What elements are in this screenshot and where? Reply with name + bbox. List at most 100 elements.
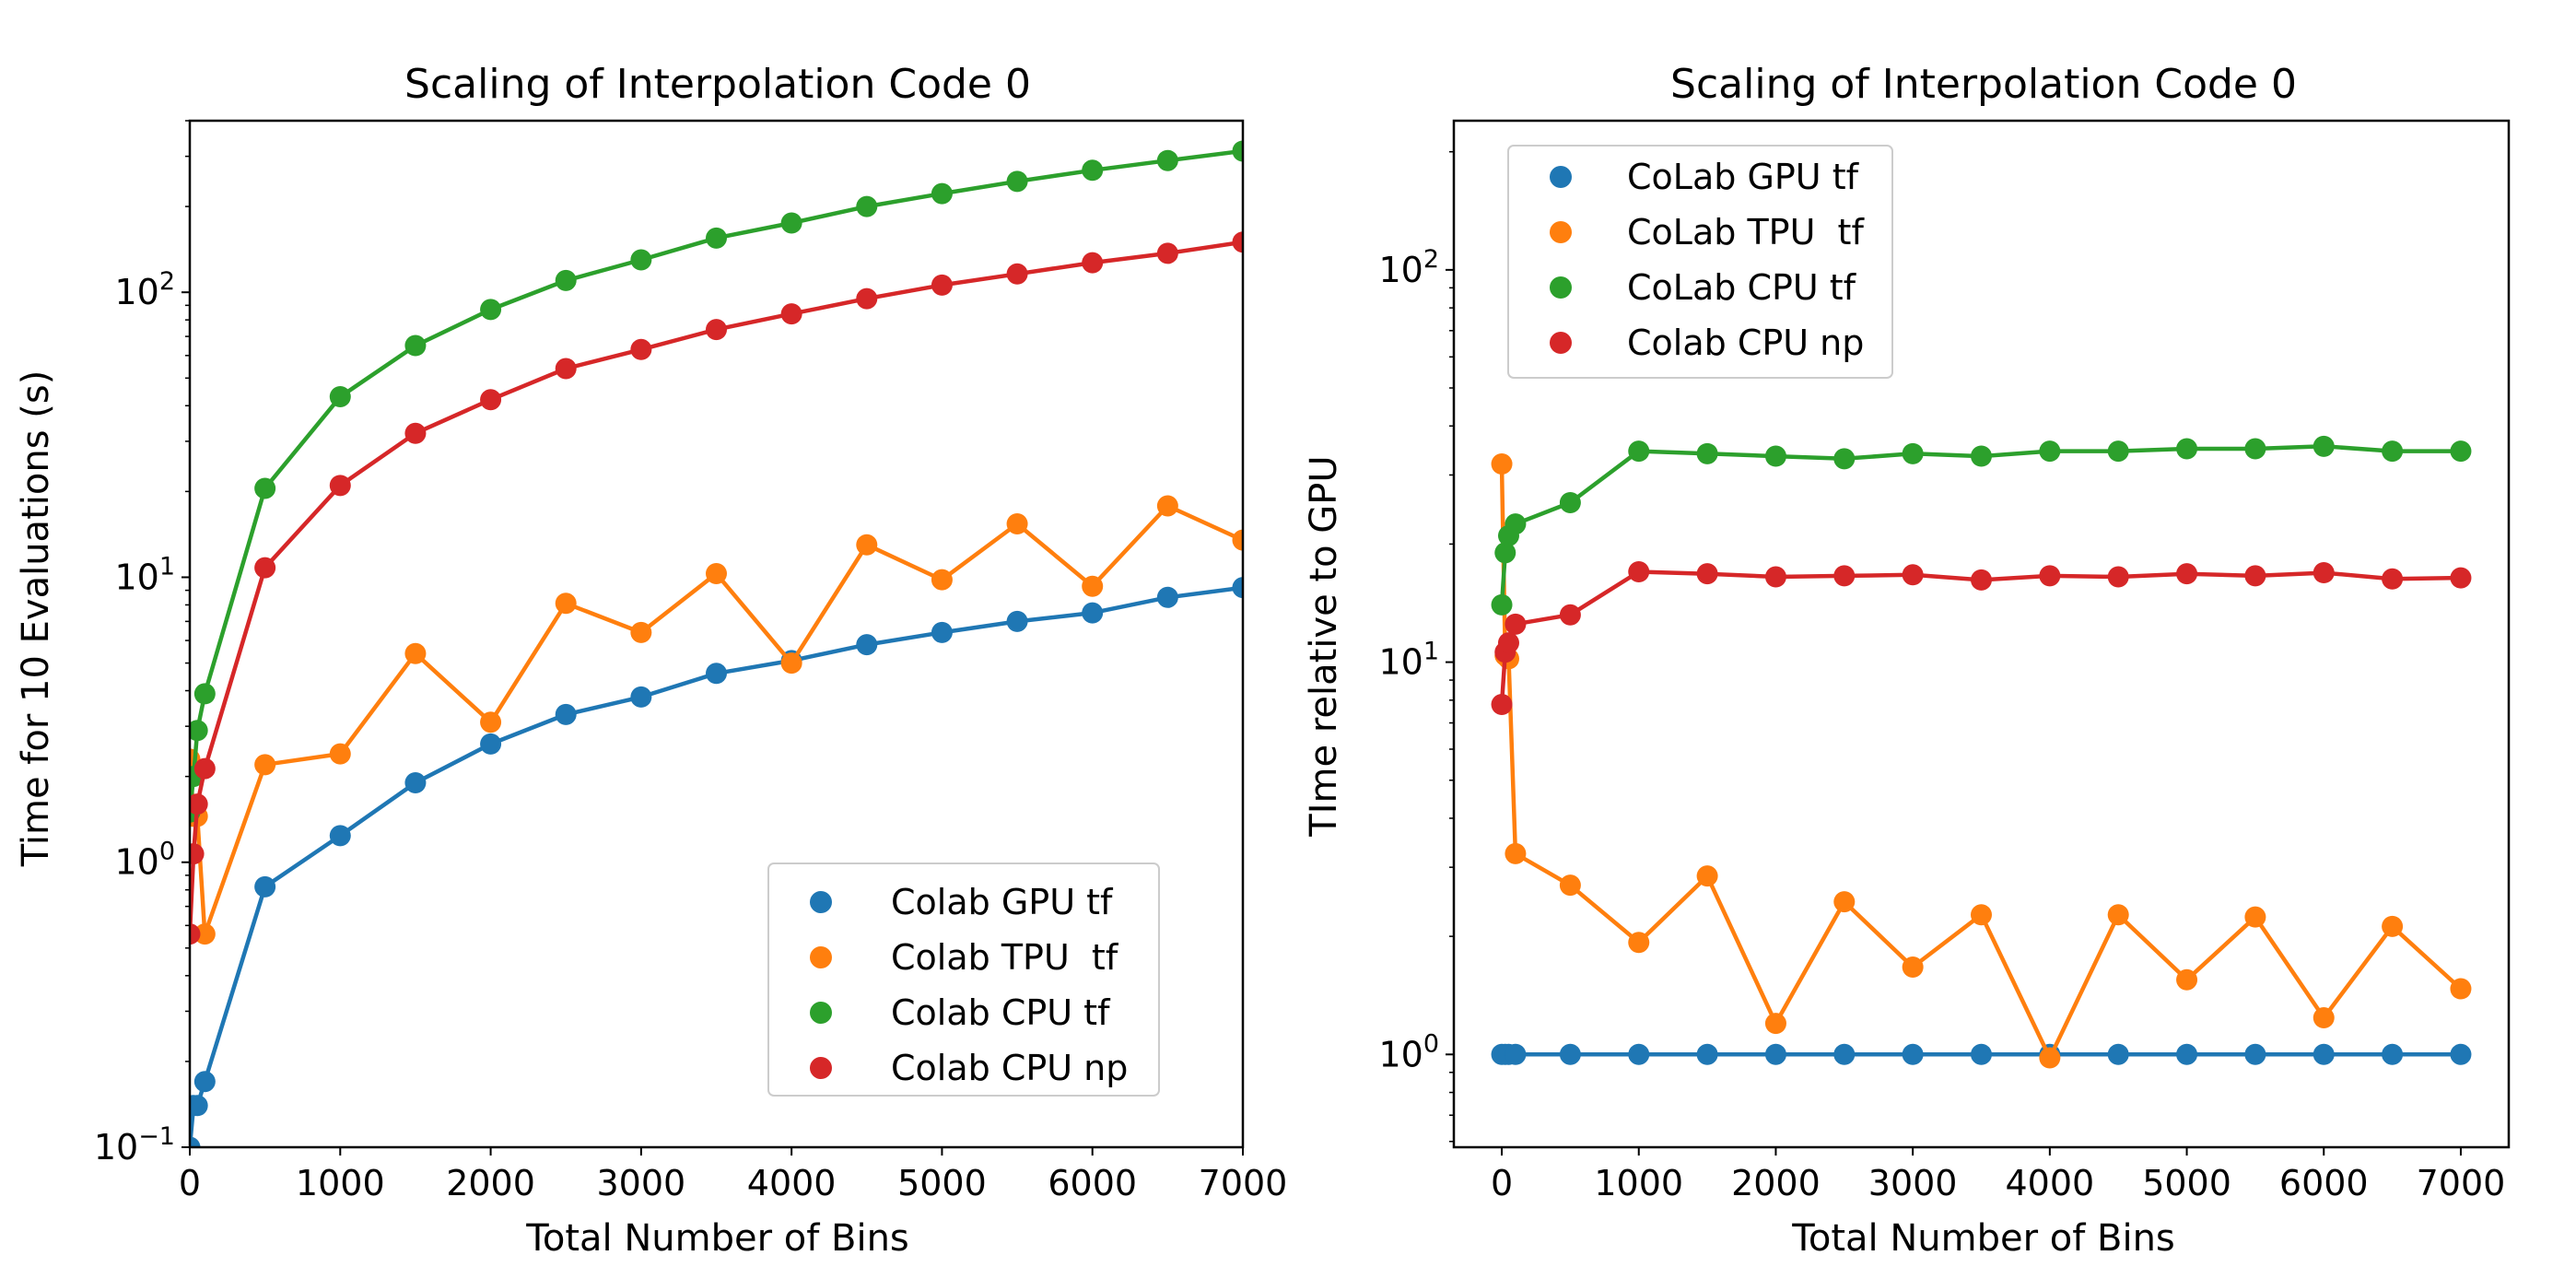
right-data-point-cpu-np: [1505, 613, 1527, 635]
left-data-point-cpu-tf: [404, 334, 427, 357]
right-x-tick-label: 7000: [2417, 1163, 2506, 1203]
right-legend-box: [1507, 145, 1893, 379]
left-data-point-gpu: [856, 634, 878, 656]
left-x-tick-label: 3000: [596, 1163, 685, 1203]
left-plot-area: [190, 140, 1243, 1147]
right-data-point-tpu: [1833, 891, 1856, 913]
right-data-point-cpu-np: [2450, 567, 2472, 589]
right-data-point-cpu-np: [1971, 569, 1992, 591]
right-legend-label-cpu-tf: CoLab CPU tf: [1627, 267, 1857, 308]
left-legend-label-cpu-tf: Colab CPU tf: [891, 992, 1111, 1033]
right-legend-label-tpu: CoLab TPU tf: [1627, 212, 1865, 252]
left-data-point-cpu-tf: [630, 249, 652, 271]
left-data-point-cpu-np: [931, 274, 953, 296]
right-data-point-tpu: [2244, 906, 2266, 928]
left-series-line-tpu: [190, 503, 1243, 936]
right-axes-frame: [1452, 119, 2511, 1149]
right-y-tick-label: 101: [1378, 638, 1439, 683]
right-data-point-cpu-np: [1628, 560, 1650, 582]
right-data-point-cpu-tf: [1491, 593, 1513, 616]
left-data-point-cpu-np: [1156, 242, 1178, 264]
right-legend-marker-cpu-np: [1550, 332, 1572, 354]
left-data-point-tpu: [329, 743, 351, 765]
right-data-point-gpu: [1833, 1043, 1856, 1065]
right-data-point-tpu: [1505, 842, 1527, 864]
right-x-axis-label: Total Number of Bins: [1791, 1217, 2175, 1260]
right-data-point-cpu-np: [2244, 565, 2266, 587]
left-data-point-tpu: [193, 923, 216, 945]
left-x-tick-label: 0: [179, 1163, 201, 1203]
left-data-point-cpu-tf: [1006, 170, 1028, 193]
right-x-tick-label: 6000: [2279, 1163, 2369, 1203]
right-x-tick-label: 1000: [1594, 1163, 1683, 1203]
right-data-point-cpu-tf: [1494, 542, 1516, 564]
right-data-point-tpu: [1902, 956, 1924, 978]
left-data-point-cpu-np: [404, 422, 427, 444]
right-data-point-cpu-tf: [2244, 438, 2266, 460]
right-data-point-tpu: [1971, 904, 1992, 926]
left-data-point-cpu-np: [190, 843, 205, 865]
left-chart-title: Scaling of Interpolation Code 0: [404, 61, 1031, 108]
right-legend-marker-gpu: [1550, 166, 1572, 188]
right-data-point-tpu: [1628, 932, 1650, 954]
right-data-point-cpu-tf: [2450, 440, 2472, 463]
left-data-point-cpu-np: [780, 303, 802, 325]
left-data-point-cpu-np: [190, 923, 201, 945]
right-legend-marker-tpu: [1550, 221, 1572, 243]
right-y-axis-label: TIme relative to GPU: [1303, 455, 1345, 837]
left-data-point-gpu: [254, 875, 276, 898]
right-data-point-cpu-np: [2039, 565, 2061, 587]
left-data-point-cpu-tf: [480, 299, 502, 321]
left-legend-marker-tpu: [810, 946, 832, 968]
right-data-point-cpu-np: [2313, 562, 2335, 584]
right-data-point-gpu: [2382, 1043, 2404, 1065]
left-data-point-gpu: [931, 621, 953, 643]
right-data-point-cpu-np: [2107, 566, 2129, 588]
left-data-point-cpu-np: [254, 557, 276, 579]
left-data-point-tpu: [1082, 575, 1104, 597]
right-data-point-gpu: [1628, 1043, 1650, 1065]
right-x-tick-label: 0: [1491, 1163, 1513, 1203]
left-legend-label-gpu: Colab GPU tf: [891, 882, 1114, 922]
right-data-point-gpu: [1696, 1043, 1718, 1065]
right-chart-title: Scaling of Interpolation Code 0: [1670, 61, 2297, 108]
right-data-point-cpu-tf: [1505, 513, 1527, 535]
right-data-point-cpu-np: [1491, 694, 1513, 716]
right-x-tick-label: 3000: [1868, 1163, 1958, 1203]
left-data-point-cpu-np: [1082, 252, 1104, 274]
left-data-point-gpu: [555, 703, 577, 725]
left-legend-marker-gpu: [810, 891, 832, 913]
left-data-point-gpu: [190, 1095, 208, 1117]
right-x-tick-label: 5000: [2142, 1163, 2231, 1203]
left-data-point-gpu: [1232, 577, 1243, 599]
right-chart-panel: Scaling of Interpolation Code 0 Total Nu…: [1303, 61, 2511, 1260]
right-data-point-cpu-tf: [2176, 438, 2198, 460]
left-legend-box: [767, 862, 1160, 1097]
right-series-line-tpu: [1499, 463, 2463, 1061]
right-data-point-gpu: [2244, 1043, 2266, 1065]
right-data-point-cpu-np: [1497, 632, 1519, 654]
left-x-tick-label: 5000: [897, 1163, 987, 1203]
left-data-point-gpu: [1082, 602, 1104, 624]
right-data-point-gpu: [2107, 1043, 2129, 1065]
left-data-point-tpu: [1232, 529, 1243, 551]
right-data-point-cpu-tf: [1628, 440, 1650, 463]
left-data-point-gpu: [480, 733, 502, 755]
left-data-point-cpu-tf: [555, 269, 577, 291]
right-data-point-cpu-np: [1764, 566, 1786, 588]
left-x-axis-label: Total Number of Bins: [525, 1217, 909, 1260]
left-data-point-cpu-np: [1232, 231, 1243, 253]
right-data-point-cpu-np: [1696, 563, 1718, 585]
right-data-point-cpu-tf: [1696, 442, 1718, 464]
right-data-point-tpu: [1491, 453, 1513, 475]
left-data-point-cpu-tf: [780, 212, 802, 234]
left-data-point-cpu-tf: [931, 182, 953, 205]
right-legend-label-cpu-np: Colab CPU np: [1627, 323, 1864, 363]
left-data-point-gpu: [190, 1136, 201, 1147]
right-data-point-tpu: [2450, 978, 2472, 1000]
left-axes-frame: [188, 119, 1245, 1149]
right-data-point-cpu-tf: [2107, 440, 2129, 463]
right-data-point-tpu: [1696, 865, 1718, 887]
right-data-point-cpu-np: [1833, 565, 1856, 587]
left-data-point-cpu-np: [856, 287, 878, 310]
